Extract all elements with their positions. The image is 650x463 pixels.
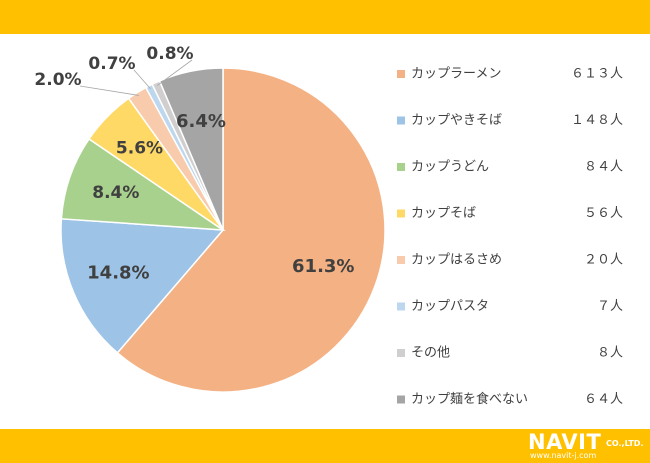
logo-url: www.navit-j.com	[530, 451, 597, 460]
legend-count-8: ６４人	[584, 392, 623, 407]
leader-line-5	[79, 85, 139, 96]
legend-swatch-8	[397, 395, 405, 404]
data-label-5: 2.0%	[34, 70, 81, 90]
legend-count-2: １４８人	[571, 113, 623, 128]
legend-count-4: ５６人	[584, 206, 623, 221]
data-label-1: 61.3%	[292, 256, 354, 277]
legend-label-4: カップそば	[411, 206, 476, 221]
leader-line-6	[133, 69, 151, 90]
top-banner	[0, 0, 650, 34]
legend-label-5: カップはるさめ	[411, 253, 502, 268]
data-label-6: 0.7%	[88, 54, 135, 74]
legend-count-1: ６１３人	[571, 67, 623, 82]
data-label-4: 5.6%	[116, 139, 163, 159]
legend-label-7: その他	[411, 346, 450, 361]
legend-swatch-7	[397, 349, 405, 357]
leader-line-7	[156, 59, 193, 86]
pie-slice-8	[158, 67, 224, 231]
legend-swatch-5	[397, 256, 405, 264]
legend-swatch-3	[397, 163, 405, 171]
legend-label-6: カップパスタ	[411, 299, 489, 314]
logo-name: NAVIT	[528, 430, 602, 454]
pie-slices	[60, 67, 386, 393]
data-labels: 61.3% 14.8% 8.4% 5.6% 2.0% 0.7% 0.8% 6.4%	[34, 44, 354, 284]
pie-slice-3	[60, 137, 226, 231]
data-label-7: 0.8%	[146, 44, 193, 64]
legend-count-5: ２０人	[584, 253, 623, 268]
data-label-8: 6.4%	[176, 111, 226, 132]
logo-suffix: CO.,LTD.	[606, 439, 644, 448]
legend-label-3: カップうどん	[411, 160, 489, 175]
legend-swatch-6	[397, 302, 405, 311]
bottom-banner	[0, 429, 650, 463]
pie-chart: 61.3% 14.8% 8.4% 5.6% 2.0% 0.7% 0.8% 6.4% カップラー…	[34, 44, 623, 407]
legend-swatch-4	[397, 209, 405, 218]
data-label-2: 14.8%	[87, 263, 149, 284]
pie-slice-2	[60, 218, 225, 354]
company-logo: NAVIT CO.,LTD. www.navit-j.com	[528, 430, 644, 461]
legend-label-8: カップ麺を食べない	[411, 391, 528, 407]
legend-swatch-2	[397, 116, 405, 125]
legend-count-3: ８４人	[584, 160, 623, 175]
legend-count-6: ７人	[597, 299, 623, 314]
leader-lines	[79, 59, 193, 96]
pie-slice-1	[116, 67, 386, 393]
legend-label-1: カップラーメン	[411, 67, 501, 82]
legend-label-2: カップやきそば	[411, 113, 502, 128]
data-label-3: 8.4%	[92, 183, 139, 203]
legend-swatch-1	[397, 70, 405, 78]
legend-count-7: ８人	[597, 346, 623, 361]
